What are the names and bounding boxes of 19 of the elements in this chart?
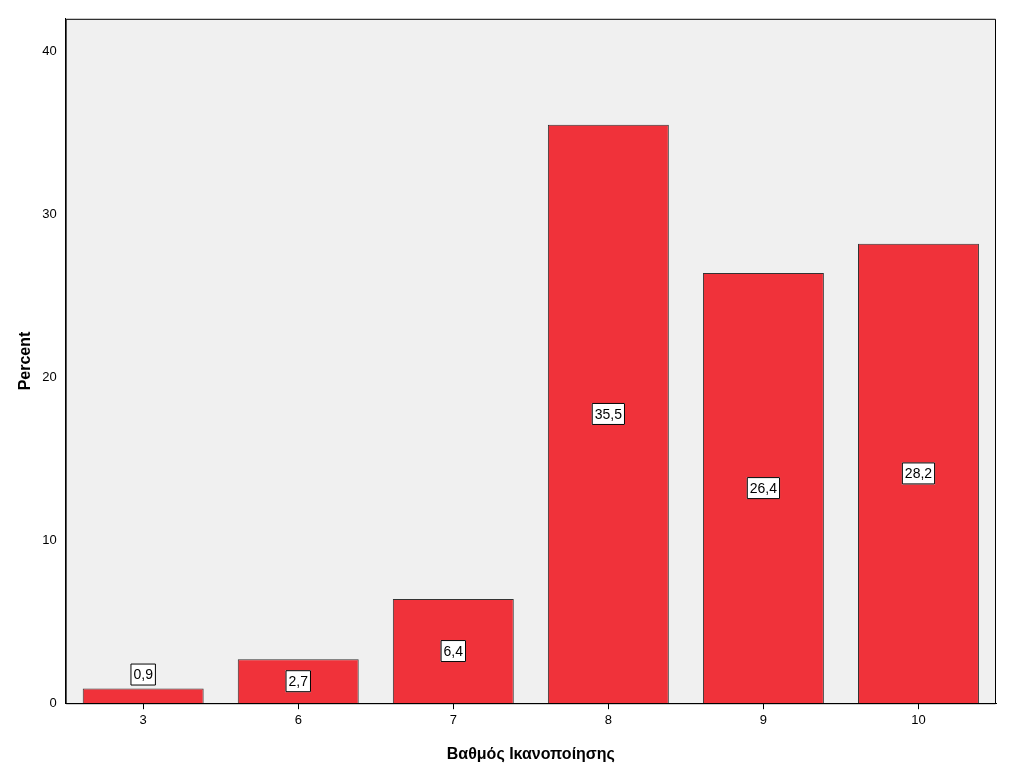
data-label: 28,2: [904, 465, 933, 482]
data-label: 6,4: [443, 642, 464, 659]
y-tick-label: 40: [42, 42, 57, 58]
x-tick-label: 3: [139, 711, 147, 727]
data-label: 35,5: [594, 405, 623, 422]
data-label: 2,7: [288, 673, 309, 690]
x-tick-label: 8: [604, 711, 612, 727]
y-axis-title: Percent: [16, 330, 34, 391]
data-label: 26,4: [749, 479, 778, 496]
y-tick-label: 20: [42, 368, 57, 384]
data-label: 0,9: [133, 666, 154, 683]
x-tick-label: 6: [294, 711, 302, 727]
x-tick-label: 7: [449, 711, 457, 727]
x-axis-title: Βαθμός Ικανοποίησης: [446, 744, 615, 763]
x-tick-label: 10: [911, 711, 926, 727]
y-tick-label: 0: [49, 694, 57, 710]
x-tick-label: 9: [759, 711, 768, 727]
y-tick-label: 30: [42, 205, 57, 221]
y-tick-label: 10: [42, 531, 57, 547]
